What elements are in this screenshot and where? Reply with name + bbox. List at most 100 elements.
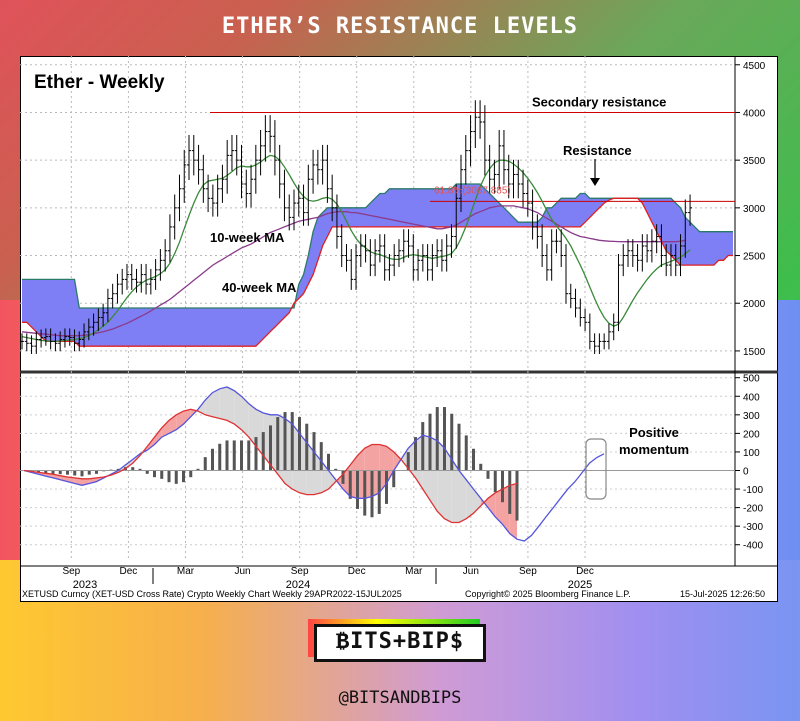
x-year-label: 2025 — [568, 579, 592, 591]
macd-hist-bar — [247, 440, 251, 471]
y-tick-label: 2000 — [743, 299, 766, 310]
macd-fill — [364, 444, 372, 499]
macd-hist-bar — [508, 470, 512, 514]
y-tick-label-lower: -200 — [743, 504, 763, 515]
macd-hist-bar — [240, 440, 243, 471]
macd-hist-bar — [269, 425, 272, 471]
logo[interactable]: ₿ITS+BIP$ — [308, 619, 492, 667]
macd-hist-bar — [116, 468, 120, 471]
chart-title: Ether - Weekly — [34, 72, 165, 93]
macd-hist-bar — [479, 463, 483, 471]
macd-fast-line — [23, 386, 605, 542]
logo-text: ₿ITS+BIP$ — [335, 629, 465, 654]
macd-fill — [314, 451, 322, 495]
macd-fill — [263, 412, 271, 465]
page-title: ETHER’S RESISTANCE LEVELS — [221, 14, 579, 39]
y-tick-label: 3000 — [743, 204, 766, 215]
y-tick-label-lower: -300 — [743, 522, 763, 533]
macd-hist-bar — [58, 470, 62, 475]
macd-hist-bar — [385, 470, 388, 504]
social-handle[interactable]: @BITSANDBIPS — [338, 688, 462, 708]
macd-fill — [459, 470, 467, 523]
macd-hist-bar — [182, 470, 185, 483]
macd-fill — [437, 440, 445, 519]
macd-fill — [256, 409, 264, 456]
resistance-label: Resistance — [563, 143, 632, 158]
y-tick-label-lower: 200 — [743, 429, 760, 440]
momentum-label-1: Positive — [629, 425, 679, 440]
macd-hist-bar — [37, 470, 40, 473]
macd-fill — [408, 440, 416, 478]
y-tick-label-lower: -100 — [743, 485, 763, 496]
macd-fill — [183, 409, 191, 425]
macd-hist-bar — [196, 468, 200, 471]
macd-hist-bar — [95, 470, 98, 474]
macd-hist-bar — [298, 417, 301, 471]
macd-hist-bar — [276, 417, 280, 471]
macd-fill — [430, 437, 438, 512]
macd-fill — [306, 442, 314, 495]
macd-hist-bar — [501, 470, 504, 503]
macd-hist-bar — [472, 448, 475, 471]
macd-fill — [393, 451, 401, 471]
macd-fill — [277, 414, 285, 484]
macd-fill — [357, 448, 365, 499]
macd-fill — [444, 448, 452, 523]
y-tick-label: 3500 — [743, 156, 766, 167]
macd-hist-bar — [428, 413, 432, 471]
macd-hist-bar — [515, 470, 519, 521]
macd-hist-bar — [450, 413, 454, 471]
y-tick-label: 4500 — [743, 61, 766, 72]
macd-fill — [379, 444, 387, 493]
source-left: XETUSD Curncy (XET-USD Cross Rate) Crypt… — [22, 589, 402, 599]
y-tick-label-lower: 500 — [743, 374, 760, 385]
ma40-label: 40-week MA — [222, 280, 297, 295]
macd-hist-bar — [334, 468, 338, 471]
ma40-line — [21, 205, 686, 337]
macd-hist-bar — [87, 470, 91, 475]
macd-fill — [292, 424, 300, 493]
x-tick-label: Jun — [463, 566, 479, 577]
macd-hist-bar — [443, 407, 446, 471]
macd-hist-bar — [218, 443, 222, 471]
macd-fill — [285, 418, 293, 490]
macd-fill — [241, 396, 249, 438]
macd-hist-bar — [486, 470, 490, 479]
resistance-arrowhead — [590, 178, 600, 186]
x-tick-label: Dec — [576, 566, 594, 577]
cloud-bottom-edge — [22, 197, 733, 347]
macd-fill — [328, 470, 336, 490]
momentum-highlight — [585, 438, 607, 500]
y-tick-label-lower: 100 — [743, 448, 760, 459]
y-tick-label: 2500 — [743, 252, 766, 263]
y-tick-label-lower: 0 — [743, 466, 749, 477]
macd-hist-bar — [370, 470, 374, 518]
x-year-label: 2024 — [286, 579, 310, 591]
macd-fill — [219, 386, 227, 421]
macd-fill — [466, 479, 474, 519]
macd-hist-bar — [421, 422, 425, 471]
y-tick-label: 1500 — [743, 347, 766, 358]
macd-fill — [227, 386, 235, 425]
ma10-label: 10-week MA — [210, 230, 285, 245]
macd-fill — [248, 403, 256, 447]
macd-fill — [154, 427, 162, 445]
macd-hist-bar — [356, 470, 359, 509]
x-tick-label: Sep — [62, 566, 80, 577]
chart-svg: Sep Dec Mar Jun Sep Dec Mar Jun Sep Dec 2023 2024 20… — [20, 56, 778, 602]
macd-hist-bar — [290, 412, 294, 471]
x-tick-label: Mar — [405, 566, 423, 577]
macd-hist-bar — [392, 470, 396, 488]
macd-hist-bar — [348, 470, 352, 499]
macd-hist-bar — [189, 470, 193, 478]
macd-hist-bar — [305, 423, 309, 471]
macd-slow-line — [23, 408, 518, 524]
macd-hist-bar — [414, 437, 417, 471]
x-tick-label: Mar — [177, 566, 195, 577]
x-tick-label: Dec — [120, 566, 138, 577]
macd-fill — [422, 435, 430, 501]
macd-fill — [401, 448, 409, 469]
macd-hist-bar — [44, 470, 48, 473]
macd-hist-bar — [160, 470, 164, 479]
macd-fill — [451, 459, 459, 523]
